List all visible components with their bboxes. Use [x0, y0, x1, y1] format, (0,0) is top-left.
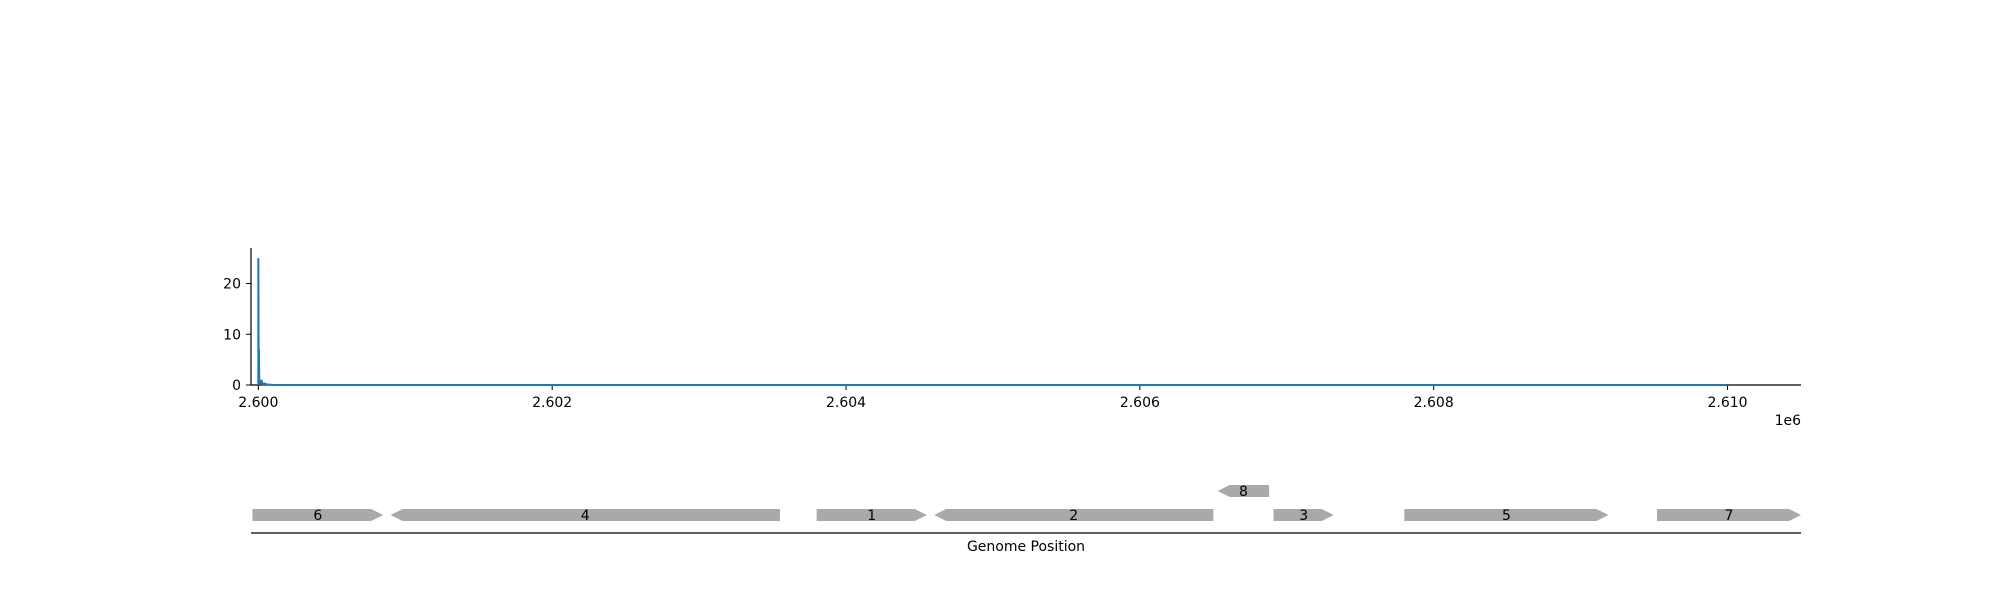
y-tick-label: 10: [223, 327, 241, 343]
gene-arrow-7: [1657, 509, 1801, 521]
x-ticks: 2.600 2.602 2.604 2.606 2.608 2.610: [238, 385, 1748, 411]
gene-arrow-3: [1273, 509, 1334, 521]
y-tick-label: 20: [223, 277, 241, 293]
gene-label-3: 3: [1299, 508, 1308, 524]
gene-arrow-5: [1404, 509, 1609, 521]
gene-label-8: 8: [1239, 484, 1248, 500]
y-tick-label: 0: [232, 378, 241, 394]
gene-label-5: 5: [1502, 508, 1511, 524]
gene-label-4: 4: [581, 508, 590, 524]
gene-arrow-6: [252, 509, 384, 521]
x-tick-label: 2.600: [238, 395, 278, 411]
x-tick-label: 2.604: [826, 395, 866, 411]
gene-arrow-1: [816, 509, 927, 521]
gene-arrows: 6 4 1 2 8 3 5 7: [252, 484, 1801, 524]
gene-label-2: 2: [1069, 508, 1078, 524]
x-tick-label: 2.610: [1707, 395, 1747, 411]
coverage-series-line: [257, 258, 1728, 387]
gene-track-xlabel: Genome Position: [967, 539, 1085, 555]
gene-track: 6 4 1 2 8 3 5 7 Genome Position: [251, 484, 1801, 555]
gene-arrow-8: [1217, 485, 1270, 497]
gene-label-1: 1: [867, 508, 876, 524]
gene-label-6: 6: [313, 508, 322, 524]
gene-arrow-4: [390, 509, 780, 521]
x-tick-label: 2.608: [1414, 395, 1454, 411]
gene-arrow-2: [934, 509, 1214, 521]
coverage-plot: 0 10 20 2.600 2.602 2.604 2.606 2.608 2.610 1e6: [223, 248, 1801, 429]
x-tick-label: 2.602: [532, 395, 572, 411]
x-tick-label: 2.606: [1120, 395, 1160, 411]
x-offset-label: 1e6: [1775, 413, 1802, 429]
gene-label-7: 7: [1725, 508, 1734, 524]
y-ticks: 0 10 20: [223, 277, 251, 394]
